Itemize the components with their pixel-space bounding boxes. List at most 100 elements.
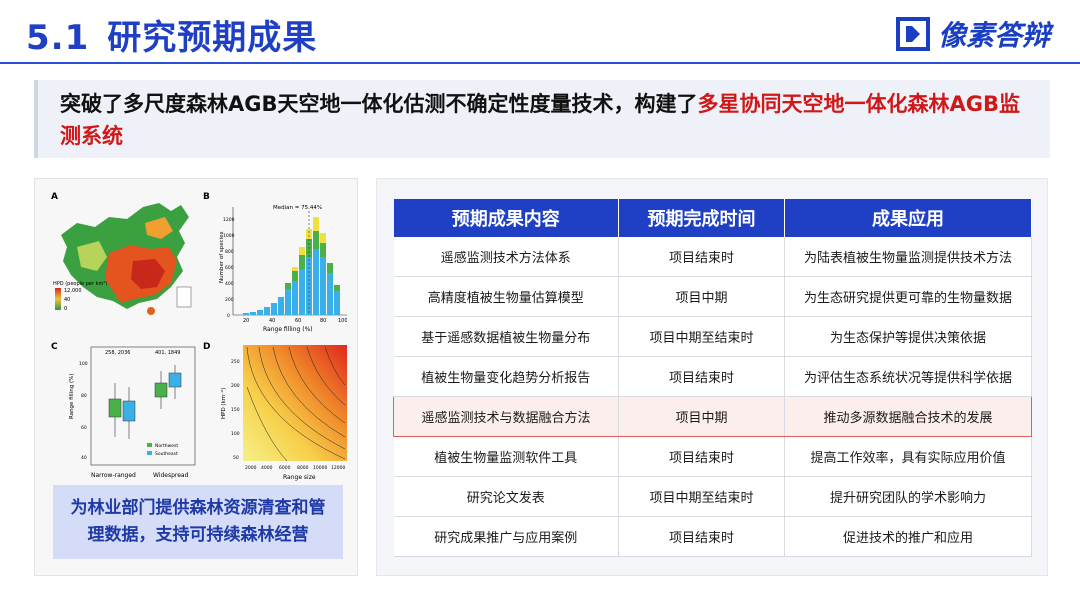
row-content: 基于遥感数据植被生物量分布 [393, 316, 619, 357]
header-content: 预期成果内容 [393, 199, 619, 237]
row-application: 为生态保护等提供决策依据 [784, 316, 1032, 357]
hist-ytick-200: 200 [225, 297, 234, 303]
figure-panel: A HPD (people per km²) 12,000 40 0 B [34, 178, 358, 576]
table-row: 遥感监测技术方法体系 项目结束时 为陆表植被生物量监测提供技术方法 [393, 237, 1032, 277]
legend-northwest-swatch [147, 443, 152, 447]
heatmap-xtick-12000: 12000 [331, 465, 345, 471]
table-row: 植被生物量监测软件工具 项目结束时 提高工作效率，具有实际应用价值 [393, 436, 1032, 477]
heatmap-xtick-10000: 10000 [313, 465, 327, 471]
panel-b-letter: B [203, 192, 210, 202]
map-legend-min: 0 [64, 306, 67, 312]
row-content: 高精度植被生物量估算模型 [393, 276, 619, 317]
row-time: 项目结束时 [618, 237, 785, 277]
table-header-row: 预期成果内容 预期完成时间 成果应用 [393, 199, 1032, 237]
hist-xtick-100: 100 [338, 318, 347, 324]
heatmap-ytick-50: 50 [233, 455, 239, 461]
boxplot-boxes [108, 365, 182, 439]
south-sea-inset [176, 286, 192, 308]
brand-logo: 像素答辩 [895, 14, 1050, 54]
row-application: 推动多源数据融合技术的发展 [784, 396, 1032, 437]
table-row: 高精度植被生物量估算模型 项目中期 为生态研究提供更可靠的生物量数据 [393, 276, 1032, 317]
hist-ytick-800: 800 [225, 249, 234, 255]
hist-xlabel: Range filling (%) [263, 326, 313, 333]
boxplot-ytick-100: 100 [79, 361, 88, 367]
legend-southeast-swatch [147, 451, 152, 455]
header-application: 成果应用 [784, 199, 1032, 237]
table-row: 基于遥感数据植被生物量分布 项目中期至结束时 为生态保护等提供决策依据 [393, 316, 1032, 357]
header-divider [0, 62, 1080, 64]
row-time: 项目中期至结束时 [618, 316, 785, 357]
row-time: 项目中期至结束时 [618, 476, 785, 517]
panel-c-letter: C [51, 342, 58, 352]
heatmap-ytick-200: 200 [231, 383, 240, 389]
panel-a-letter: A [51, 192, 58, 202]
summary-banner: 突破了多尺度森林AGB天空地一体化估测不确定性度量技术，构建了多星协同天空地一体… [34, 80, 1050, 158]
heatmap-contours [246, 346, 346, 462]
row-time: 项目结束时 [618, 516, 785, 557]
hist-xtick-60: 60 [295, 318, 301, 324]
brand-icon [895, 17, 930, 51]
hist-xtick-20: 20 [243, 318, 249, 324]
map-legend-max: 12,000 [64, 288, 82, 294]
heatmap [243, 345, 347, 461]
boxplot-cat-narrow: Narrow-ranged [91, 472, 136, 479]
caption-box: 为林业部门提供森林资源清查和管理数据，支持可持续森林经营 [53, 485, 343, 559]
map-legend-mid: 40 [64, 297, 70, 303]
page-title: 5.1 研究预期成果 [26, 10, 317, 59]
table-row: 植被生物量变化趋势分析报告 项目结束时 为评估生态系统状况等提供科学依据 [393, 356, 1032, 397]
row-content: 研究论文发表 [393, 476, 619, 517]
hist-ytick-1200: 1200 [223, 217, 235, 223]
row-content: 研究成果推广与应用案例 [393, 516, 619, 557]
summary-highlight: 多星协同天空地一体化森林AGB监测系统 [60, 92, 1020, 148]
boxplot-cat-wide: Widespread [153, 472, 189, 479]
hist-ytick-600: 600 [225, 265, 234, 271]
hist-ylabel: Number of species [219, 231, 225, 283]
research-figure: A HPD (people per km²) 12,000 40 0 B [51, 192, 347, 481]
map-legend-title: HPD (people per km²) [53, 281, 107, 287]
heatmap-xtick-2000: 2000 [245, 465, 257, 471]
brand-name: 像素答辩 [937, 19, 1050, 52]
boxplot-ylabel: Range filling (%) [69, 374, 75, 419]
row-content: 遥感监测技术方法体系 [393, 237, 619, 277]
hist-xtick-80: 80 [320, 318, 326, 324]
row-time: 项目结束时 [618, 436, 785, 477]
section-number: 5.1 [26, 18, 90, 58]
heatmap-xlabel: Range size [283, 474, 316, 481]
boxplot-count-narrow: 258, 2036 [105, 350, 130, 356]
boxplot-frame [90, 346, 196, 466]
row-application: 提高工作效率，具有实际应用价值 [784, 436, 1032, 477]
header-time: 预期完成时间 [618, 199, 785, 237]
hist-ytick-1000: 1000 [223, 233, 235, 239]
hist-ytick-400: 400 [225, 281, 234, 287]
row-content: 植被生物量监测软件工具 [393, 436, 619, 477]
heatmap-ytick-150: 150 [231, 407, 240, 413]
boxplot-ytick-60: 60 [81, 425, 87, 431]
row-content: 遥感监测技术与数据融合方法 [393, 396, 619, 437]
row-content: 植被生物量变化趋势分析报告 [393, 356, 619, 397]
heatmap-xtick-6000: 6000 [279, 465, 291, 471]
map-legend-bar [55, 288, 61, 310]
row-application: 提升研究团队的学术影响力 [784, 476, 1032, 517]
table-row-highlighted: 遥感监测技术与数据融合方法 项目中期 推动多源数据融合技术的发展 [393, 396, 1032, 437]
legend-southeast: Southeast [155, 451, 178, 457]
row-application: 为生态研究提供更可靠的生物量数据 [784, 276, 1032, 317]
results-panel: 预期成果内容 预期完成时间 成果应用 遥感监测技术方法体系 项目结束时 为陆表植… [376, 178, 1048, 576]
median-annotation: Median = 75.44% [273, 205, 322, 211]
row-application: 为评估生态系统状况等提供科学依据 [784, 356, 1032, 397]
hist-ytick-0: 0 [227, 313, 230, 319]
summary-text: 突破了多尺度森林AGB天空地一体化估测不确定性度量技术，构建了多星协同天空地一体… [60, 88, 1040, 152]
row-time: 项目中期 [618, 276, 785, 317]
hist-xtick-40: 40 [269, 318, 275, 324]
panel-d-letter: D [203, 342, 210, 352]
boxplot-ytick-80: 80 [81, 393, 87, 399]
results-table: 预期成果内容 预期完成时间 成果应用 遥感监测技术方法体系 项目结束时 为陆表植… [393, 199, 1032, 557]
table-row: 研究成果推广与应用案例 项目结束时 促进技术的推广和应用 [393, 516, 1032, 557]
section-title: 研究预期成果 [107, 18, 318, 58]
heatmap-xtick-8000: 8000 [297, 465, 309, 471]
legend-northwest: Northwest [155, 443, 178, 449]
row-application: 为陆表植被生物量监测提供技术方法 [784, 237, 1032, 277]
histogram-bars [243, 217, 340, 315]
row-time: 项目结束时 [618, 356, 785, 397]
china-map [61, 203, 189, 315]
table-row: 研究论文发表 项目中期至结束时 提升研究团队的学术影响力 [393, 476, 1032, 517]
